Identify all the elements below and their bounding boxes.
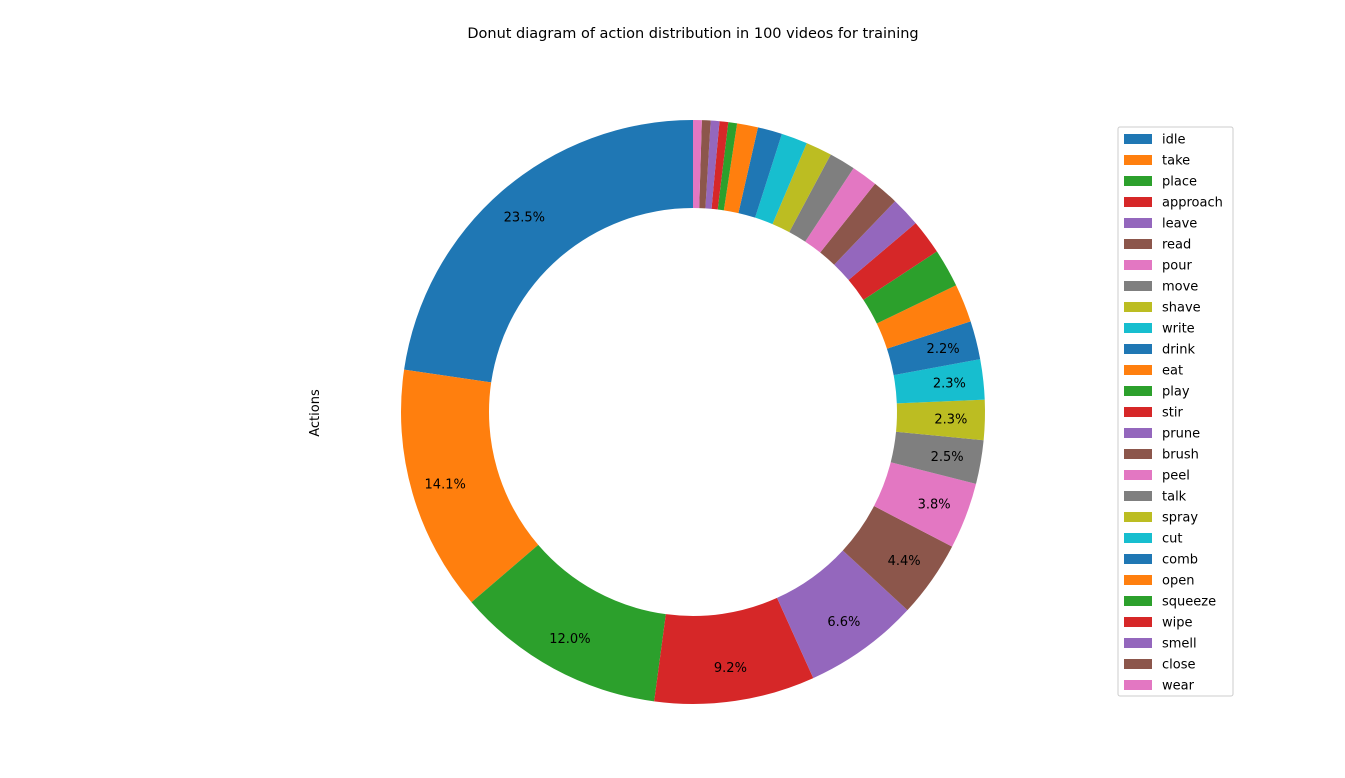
percent-label-idle: 23.5%	[504, 210, 545, 225]
legend-label-prune: prune	[1162, 427, 1200, 442]
legend-swatch-wear	[1124, 680, 1152, 690]
legend-swatch-stir	[1124, 407, 1152, 417]
legend-swatch-smell	[1124, 638, 1152, 648]
slice-leave	[777, 550, 908, 679]
legend-swatch-peel	[1124, 470, 1152, 480]
slice-squeeze	[717, 122, 738, 211]
y-axis-label: Actions	[308, 389, 323, 437]
slice-cut	[755, 133, 807, 225]
legend-label-read: read	[1162, 238, 1191, 253]
legend-swatch-spray	[1124, 512, 1152, 522]
slice-talk	[789, 154, 854, 242]
legend-swatch-squeeze	[1124, 596, 1152, 606]
percent-label-move: 2.5%	[931, 450, 964, 465]
legend-swatch-place	[1124, 176, 1152, 186]
slice-eat	[876, 285, 971, 349]
legend-label-idle: idle	[1162, 133, 1185, 148]
legend-label-approach: approach	[1162, 196, 1223, 211]
legend: idle take place approach leave read pour move sh…	[1117, 126, 1234, 697]
legend-swatch-eat	[1124, 365, 1152, 375]
percent-label-take: 14.1%	[425, 477, 466, 492]
slice-shave	[896, 399, 985, 441]
slice-wipe	[711, 121, 729, 210]
percent-label-read: 4.4%	[888, 554, 921, 569]
percent-label-drink: 2.2%	[927, 342, 960, 357]
slice-play	[863, 251, 957, 324]
slice-peel	[805, 168, 876, 253]
legend-label-wear: wear	[1162, 679, 1195, 694]
donut-slices	[401, 120, 985, 705]
legend-label-open: open	[1162, 574, 1194, 589]
legend-swatch-open	[1124, 575, 1152, 585]
slice-stir	[848, 223, 937, 300]
slice-pour	[874, 462, 977, 547]
legend-label-spray: spray	[1162, 511, 1198, 526]
legend-swatch-approach	[1124, 197, 1152, 207]
slice-smell	[705, 120, 720, 209]
legend-swatch-play	[1124, 386, 1152, 396]
legend-label-move: move	[1162, 280, 1198, 295]
legend-swatch-shave	[1124, 302, 1152, 312]
slice-move	[890, 431, 984, 484]
legend-label-peel: peel	[1162, 469, 1190, 484]
percent-label-approach: 9.2%	[714, 661, 747, 676]
slice-drink	[886, 321, 981, 376]
legend-swatch-pour	[1124, 260, 1152, 270]
legend-swatch-leave	[1124, 218, 1152, 228]
legend-swatch-write	[1124, 323, 1152, 333]
legend-label-shave: shave	[1162, 301, 1201, 316]
percent-label-write: 2.3%	[933, 377, 966, 392]
percent-label-leave: 6.6%	[827, 615, 860, 630]
legend-label-place: place	[1162, 175, 1197, 190]
slice-approach	[654, 597, 814, 705]
slice-comb	[738, 127, 782, 218]
legend-label-leave: leave	[1162, 217, 1197, 232]
legend-label-eat: eat	[1162, 364, 1183, 379]
percent-labels: 23.5% 14.1% 12.0% 9.2% 6.6% 4.4% 3.8% 2.5% 2.3% 2…	[425, 210, 968, 675]
legend-swatch-prune	[1124, 428, 1152, 438]
legend-label-wipe: wipe	[1162, 616, 1193, 631]
legend-swatch-talk	[1124, 491, 1152, 501]
legend-swatch-comb	[1124, 554, 1152, 564]
slice-idle	[404, 120, 693, 383]
legend-swatch-move	[1124, 281, 1152, 291]
slice-read	[842, 506, 953, 611]
legend-swatch-close	[1124, 659, 1152, 669]
legend-label-squeeze: squeeze	[1162, 595, 1216, 610]
percent-label-shave: 2.3%	[934, 413, 967, 428]
slice-wear	[693, 120, 702, 209]
legend-label-write: write	[1162, 322, 1195, 337]
legend-label-cut: cut	[1162, 532, 1182, 547]
legend-label-drink: drink	[1162, 343, 1195, 358]
slice-take	[401, 369, 539, 603]
slice-brush	[820, 183, 896, 265]
legend-label-close: close	[1162, 658, 1195, 673]
legend-label-smell: smell	[1162, 637, 1197, 652]
legend-swatch-brush	[1124, 449, 1152, 459]
percent-label-place: 12.0%	[549, 632, 590, 647]
legend-swatch-cut	[1124, 533, 1152, 543]
legend-label-talk: talk	[1162, 490, 1187, 505]
legend-label-play: play	[1162, 385, 1190, 400]
slice-write	[893, 359, 985, 404]
legend-swatch-drink	[1124, 344, 1152, 354]
legend-label-comb: comb	[1162, 553, 1198, 568]
legend-label-pour: pour	[1162, 259, 1192, 274]
slice-open	[723, 123, 758, 214]
slice-spray	[772, 143, 831, 233]
chart-title: Donut diagram of action distribution in …	[467, 26, 918, 42]
slice-place	[471, 544, 666, 702]
legend-label-brush: brush	[1162, 448, 1199, 463]
legend-label-stir: stir	[1162, 406, 1183, 421]
legend-label-take: take	[1162, 154, 1190, 169]
slice-close	[699, 120, 711, 209]
percent-label-pour: 3.8%	[918, 497, 951, 512]
legend-swatch-take	[1124, 155, 1152, 165]
slice-prune	[834, 201, 916, 281]
legend-swatch-idle	[1124, 134, 1152, 144]
legend-swatch-wipe	[1124, 617, 1152, 627]
legend-swatch-read	[1124, 239, 1152, 249]
